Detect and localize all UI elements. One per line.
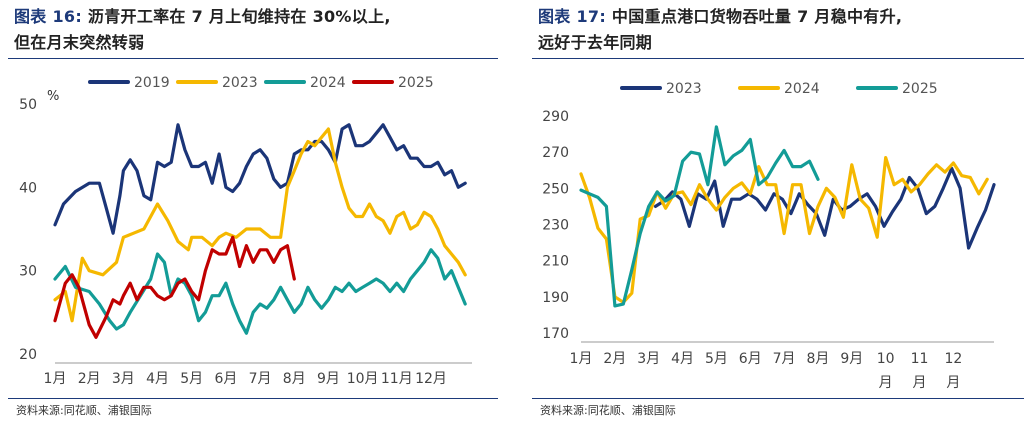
y-tick-label: 290 <box>542 109 569 125</box>
x-tick-label: 11 <box>911 351 929 367</box>
x-tick-label: 1月 <box>44 371 67 387</box>
left-figure-label: 图表 16: <box>14 7 83 26</box>
x-tick-label: 3月 <box>112 371 135 387</box>
x-tick-label: 5月 <box>705 351 728 367</box>
x-tick-label: 9月 <box>840 351 863 367</box>
series-line-2023 <box>53 127 467 323</box>
right-panel: 图表 17: 中国重点港口货物吞吐量 7 月稳中有升, 远好于去年同期 2023… <box>524 0 1032 423</box>
y-tick-label: 270 <box>542 145 569 161</box>
x-tick-label: 7月 <box>773 351 796 367</box>
y-tick-label: 250 <box>542 181 569 197</box>
x-tick-label-line2: 月 <box>946 375 960 391</box>
legend-item-2019: 2019 <box>88 75 170 91</box>
series-line-2019 <box>53 123 467 235</box>
y-tick-label: 40 <box>19 180 37 196</box>
x-tick-label: 9月 <box>317 371 340 387</box>
x-tick-label-line2: 月 <box>913 375 927 391</box>
x-tick-label: 12月 <box>415 371 447 387</box>
y-tick-label: 50 <box>19 97 37 113</box>
left-source: 资料来源:同花顺、浦银国际 <box>16 404 152 417</box>
legend-item-2024: 2024 <box>738 81 820 97</box>
x-tick-label: 1月 <box>570 351 593 367</box>
x-tick-label: 4月 <box>146 371 169 387</box>
right-bottom-rule <box>532 398 1024 399</box>
left-panel: 图表 16: 沥青开工率在 7 月上旬维持在 30%以上, 但在月末突然转弱 2… <box>0 0 506 423</box>
legend-item-2025: 2025 <box>856 81 938 97</box>
left-title-rule <box>8 58 498 59</box>
x-tick-label: 2月 <box>603 351 626 367</box>
left-chart: 2019 2023 2024 2025% 20 30 40 50 1月 2月 3月 4月 5月 6月 7月 8… <box>19 75 472 387</box>
x-tick-label: 3月 <box>637 351 660 367</box>
series-line-2025 <box>53 235 296 339</box>
y-tick-label: 190 <box>542 290 569 306</box>
y-tick-label: 210 <box>542 254 569 270</box>
x-tick-label: 8月 <box>283 371 306 387</box>
y-tick-label: 230 <box>542 218 569 234</box>
legend-label: 2025 <box>398 75 434 91</box>
x-tick-label: 11月 <box>381 371 413 387</box>
right-source: 资料来源:同花顺、浦银国际 <box>540 404 676 417</box>
legend-label: 2024 <box>310 75 346 91</box>
right-title: 图表 17: 中国重点港口货物吞吐量 7 月稳中有升, 远好于去年同期 <box>538 4 902 56</box>
legend-label: 2019 <box>134 75 170 91</box>
legend-item-2025: 2025 <box>352 75 434 91</box>
x-tick-label: 7月 <box>249 371 272 387</box>
legend-item-2023: 2023 <box>176 75 258 91</box>
legend-item-2023: 2023 <box>620 81 702 97</box>
x-tick-label: 12 <box>944 351 962 367</box>
legend-label: 2024 <box>784 81 820 97</box>
right-figure-label: 图表 17: <box>538 7 607 26</box>
y-tick-label: 20 <box>19 347 37 363</box>
right-title-line1: 中国重点港口货物吞吐量 7 月稳中有升, <box>611 7 903 26</box>
series-line-2023 <box>653 166 996 250</box>
x-tick-label-line2: 月 <box>879 375 893 391</box>
y-unit-label: % <box>47 89 59 104</box>
x-tick-label: 8月 <box>807 351 830 367</box>
legend-item-2024: 2024 <box>264 75 346 91</box>
left-bottom-rule <box>8 398 498 399</box>
left-title-line2: 但在月末突然转弱 <box>14 33 145 52</box>
x-tick-label: 5月 <box>180 371 203 387</box>
y-tick-label: 30 <box>19 264 37 280</box>
legend-label: 2025 <box>902 81 938 97</box>
x-tick-label: 10月 <box>347 371 379 387</box>
y-tick-label: 170 <box>542 326 569 342</box>
right-chart: 2023 2024 2025 170 190 210 230 250 270 290 1月 2月 3月 4… <box>542 81 996 391</box>
x-tick-label: 6月 <box>214 371 237 387</box>
legend-label: 2023 <box>666 81 702 97</box>
right-title-rule <box>532 58 1024 59</box>
legend-label: 2023 <box>222 75 258 91</box>
x-tick-label: 6月 <box>739 351 762 367</box>
x-tick-label: 10 <box>877 351 895 367</box>
series-line-2025 <box>579 125 820 308</box>
left-title-line1: 沥青开工率在 7 月上旬维持在 30%以上, <box>87 7 391 26</box>
x-tick-label: 2月 <box>78 371 101 387</box>
x-tick-label: 4月 <box>671 351 694 367</box>
series-line-2024 <box>579 156 989 304</box>
left-title: 图表 16: 沥青开工率在 7 月上旬维持在 30%以上, 但在月末突然转弱 <box>14 4 391 56</box>
right-title-line2: 远好于去年同期 <box>538 33 653 52</box>
